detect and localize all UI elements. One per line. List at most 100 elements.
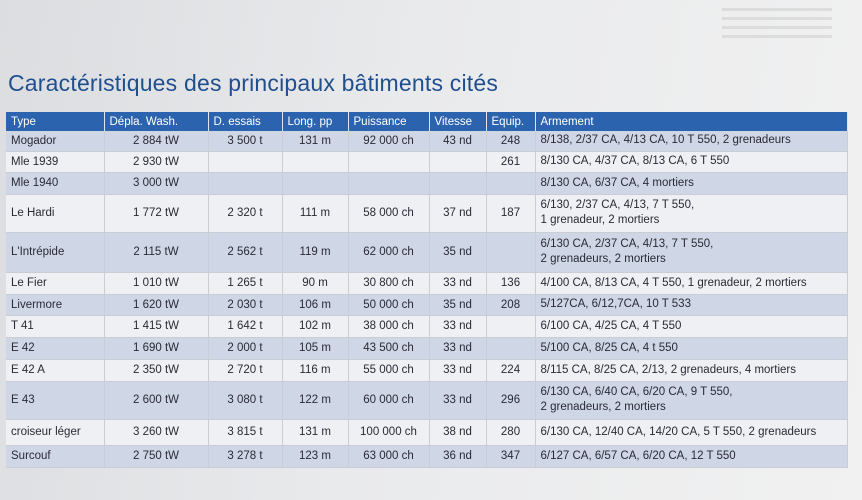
table-row: croiseur léger 3 260 tW 3 815 t 131 m 100 00… — [6, 419, 848, 446]
cell-essais: 3 278 t — [208, 445, 283, 468]
cell-essais: 2 000 t — [208, 337, 283, 360]
cell-longueur — [282, 172, 349, 195]
cell-vitesse: 33 nd — [429, 315, 487, 338]
cell-longueur — [282, 151, 349, 173]
cell-deplacement: 1 620 tW — [104, 294, 209, 316]
cell-equipage: 296 — [486, 381, 536, 420]
cell-deplacement: 2 600 tW — [104, 381, 209, 420]
cell-essais: 1 642 t — [208, 315, 283, 338]
cell-deplacement: 2 750 tW — [104, 445, 209, 468]
table-row: Livermore 1 620 tW 2 030 t 106 m 50 000 ch 35… — [6, 294, 848, 316]
cell-type: Surcouf — [6, 445, 105, 468]
cell-armement: 8/138, 2/37 CA, 4/13 CA, 10 T 550, 2 gre… — [535, 131, 848, 152]
cell-armement: 8/130 CA, 4/37 CA, 8/13 CA, 6 T 550 — [535, 151, 848, 173]
cell-armement: 6/130 CA, 12/40 CA, 14/20 CA, 5 T 550, 2… — [535, 419, 848, 446]
cell-equipage — [486, 337, 536, 360]
cell-puissance: 100 000 ch — [348, 419, 430, 446]
cell-equipage: 261 — [486, 151, 536, 173]
cell-puissance — [348, 151, 430, 173]
table-row: Mle 1940 3 000 tW 8/130 CA, 6/37 CA, 4 mor… — [6, 172, 848, 195]
cell-armement: 6/130 CA, 2/37 CA, 4/13, 7 T 550, 2 grena… — [535, 232, 848, 273]
cell-type: Mle 1940 — [6, 172, 105, 195]
cell-armement: 8/130 CA, 6/37 CA, 4 mortiers — [535, 172, 848, 195]
cell-deplacement: 2 350 tW — [104, 359, 209, 382]
cell-equipage: 208 — [486, 294, 536, 316]
cell-type: Le Hardi — [6, 194, 105, 233]
cell-longueur: 123 m — [282, 445, 349, 468]
table-row: E 43 2 600 tW 3 080 t 122 m 60 000 ch 33 nd 29… — [6, 381, 848, 420]
cell-type: E 42 A — [6, 359, 105, 382]
cell-type: Livermore — [6, 294, 105, 316]
cell-essais: 1 265 t — [208, 272, 283, 295]
cell-deplacement: 2 884 tW — [104, 131, 209, 152]
header-puissance: Puissance — [348, 112, 430, 131]
header-longueur: Long. pp — [282, 112, 349, 131]
cell-vitesse: 37 nd — [429, 194, 487, 233]
page-title: Caractéristiques des principaux bâtiment… — [8, 70, 499, 96]
cell-equipage: 347 — [486, 445, 536, 468]
cell-type: E 42 — [6, 337, 105, 360]
cell-equipage: 187 — [486, 194, 536, 233]
cell-vitesse — [429, 151, 487, 173]
cell-type: Le Fier — [6, 272, 105, 295]
cell-essais: 3 500 t — [208, 131, 283, 152]
cell-puissance: 58 000 ch — [348, 194, 430, 233]
cell-type: E 43 — [6, 381, 105, 420]
cell-armement: 5/100 CA, 8/25 CA, 4 t 550 — [535, 337, 848, 360]
cell-vitesse: 33 nd — [429, 359, 487, 382]
cell-equipage: 136 — [486, 272, 536, 295]
header-equipage: Equip. — [486, 112, 536, 131]
cell-armement: 6/100 CA, 4/25 CA, 4 T 550 — [535, 315, 848, 338]
cell-essais: 2 562 t — [208, 232, 283, 273]
cell-longueur: 90 m — [282, 272, 349, 295]
table-row: Mogador 2 884 tW 3 500 t 131 m 92 000 ch 43 n… — [6, 131, 848, 152]
cell-type: Mogador — [6, 131, 105, 152]
header-essais: D. essais — [208, 112, 283, 131]
cell-armement: 6/130, 2/37 CA, 4/13, 7 T 550, 1 grenadeu… — [535, 194, 848, 233]
cell-deplacement: 1 690 tW — [104, 337, 209, 360]
cell-puissance: 62 000 ch — [348, 232, 430, 273]
header-type: Type — [6, 112, 105, 131]
cell-essais: 2 720 t — [208, 359, 283, 382]
table-row: E 42 1 690 tW 2 000 t 105 m 43 500 ch 33 nd 5/… — [6, 337, 848, 360]
cell-equipage: 224 — [486, 359, 536, 382]
cell-puissance: 43 500 ch — [348, 337, 430, 360]
table-row: Mle 1939 2 930 tW 261 8/130 CA, 4/37 CA, 8/… — [6, 151, 848, 173]
cell-longueur: 122 m — [282, 381, 349, 420]
cell-puissance: 60 000 ch — [348, 381, 430, 420]
cell-puissance: 92 000 ch — [348, 131, 430, 152]
cell-essais — [208, 151, 283, 173]
cell-longueur: 131 m — [282, 419, 349, 446]
cell-puissance: 63 000 ch — [348, 445, 430, 468]
table-row: T 41 1 415 tW 1 642 t 102 m 38 000 ch 33 nd 6/… — [6, 315, 848, 338]
cell-type: L'Intrépide — [6, 232, 105, 273]
cell-equipage — [486, 232, 536, 273]
cell-longueur: 111 m — [282, 194, 349, 233]
cell-vitesse — [429, 172, 487, 195]
cell-type: croiseur léger — [6, 419, 105, 446]
cell-vitesse: 35 nd — [429, 232, 487, 273]
cell-deplacement: 2 930 tW — [104, 151, 209, 173]
cell-vitesse: 36 nd — [429, 445, 487, 468]
cell-armement: 4/100 CA, 8/13 CA, 4 T 550, 1 grenadeur,… — [535, 272, 848, 295]
ships-table: Type Dépla. Wash. D. essais Long. pp Pui… — [6, 112, 848, 468]
cell-longueur: 102 m — [282, 315, 349, 338]
cell-armement: 8/115 CA, 8/25 CA, 2/13, 2 grenadeurs, 4… — [535, 359, 848, 382]
cell-deplacement: 1 415 tW — [104, 315, 209, 338]
cell-longueur: 119 m — [282, 232, 349, 273]
cell-vitesse: 33 nd — [429, 337, 487, 360]
cell-essais: 3 080 t — [208, 381, 283, 420]
cell-armement: 6/130 CA, 6/40 CA, 6/20 CA, 9 T 550, 2 gr… — [535, 381, 848, 420]
cell-essais: 3 815 t — [208, 419, 283, 446]
cell-vitesse: 35 nd — [429, 294, 487, 316]
cell-equipage: 280 — [486, 419, 536, 446]
header-deplacement: Dépla. Wash. — [104, 112, 209, 131]
table-row: L'Intrépide 2 115 tW 2 562 t 119 m 62 000 ch… — [6, 232, 848, 273]
cell-longueur: 116 m — [282, 359, 349, 382]
cell-equipage — [486, 315, 536, 338]
cell-type: Mle 1939 — [6, 151, 105, 173]
table-row: Le Hardi 1 772 tW 2 320 t 111 m 58 000 ch 37 … — [6, 194, 848, 233]
cell-type: T 41 — [6, 315, 105, 338]
cell-vitesse: 43 nd — [429, 131, 487, 152]
